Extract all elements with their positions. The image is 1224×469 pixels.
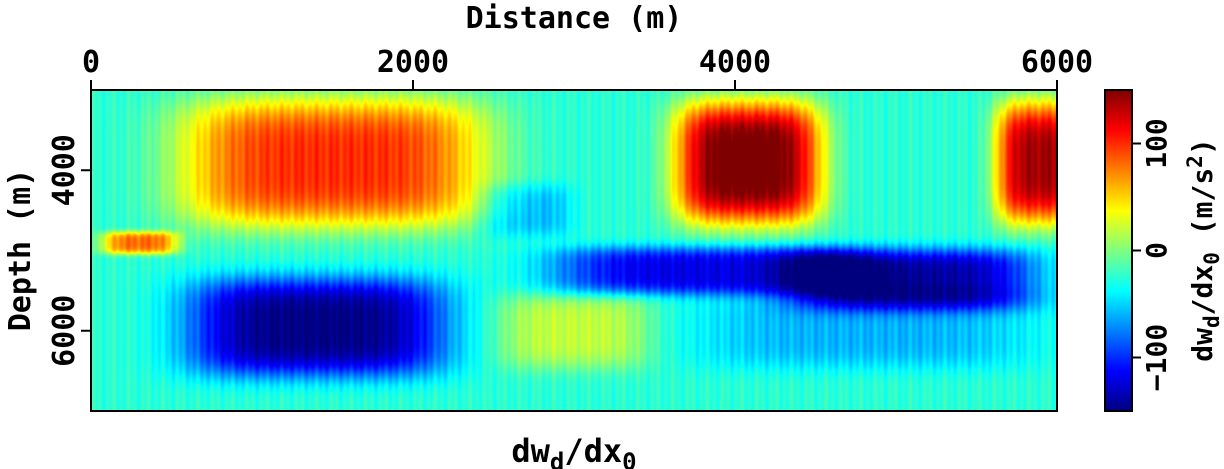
x-axis: 0 2000 4000 6000 [82,45,1093,90]
x-tick-label: 6000 [1021,45,1093,80]
x-tick-label: 2000 [377,45,449,80]
heatmap-image [91,90,1057,411]
colorbar [1104,89,1133,412]
x-tick-label: 4000 [699,45,771,80]
colorbar-label: dwd/dx0 (m/s2) [1183,138,1224,361]
y-axis-label: Depth (m) [3,169,38,332]
colorbar-tick-label: −100 [1140,324,1173,391]
x-axis-label: Distance (m) [466,1,683,36]
colorbar-axis: −100 0 100 [1132,118,1173,391]
colorbar-tick-label: 100 [1140,118,1173,169]
y-tick-label: 4000 [47,134,82,206]
y-tick-label: 6000 [47,295,82,367]
x-tick-label: 0 [82,45,100,80]
chart-title: dwd/dx0 [511,432,636,469]
y-axis: 4000 6000 [47,134,91,367]
heatmap-image-container [91,90,1057,411]
colorbar-tick-label: 0 [1140,242,1173,259]
plot-frame [90,89,1058,412]
